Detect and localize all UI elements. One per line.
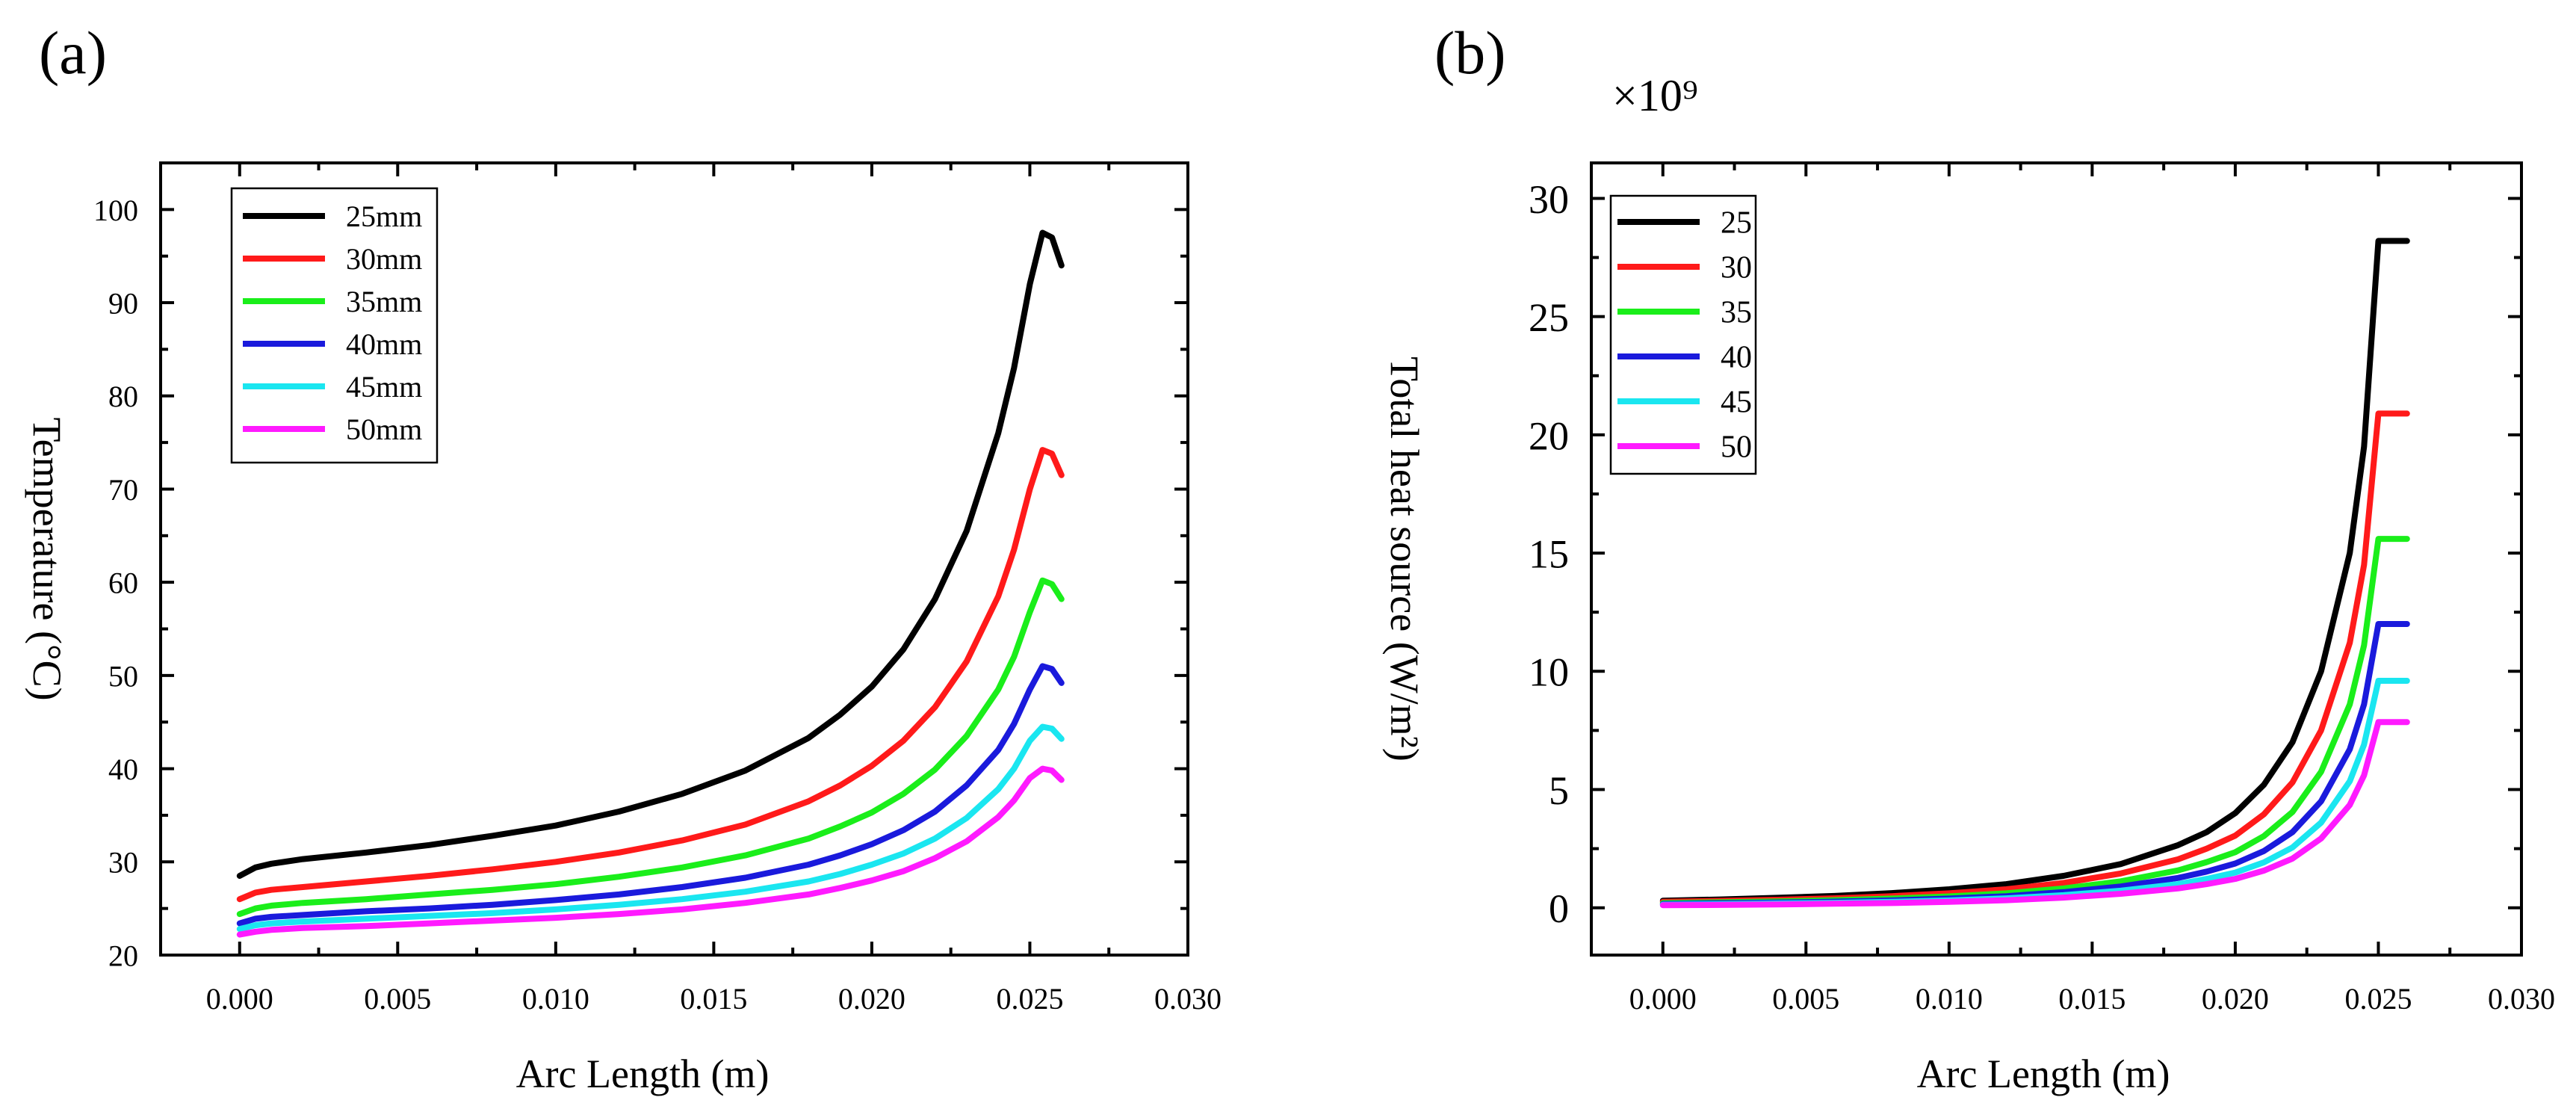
legend-label-50: 50 xyxy=(1721,430,1752,465)
series-line-30mm xyxy=(236,447,1065,903)
legend-label-40: 40 xyxy=(1721,341,1752,375)
y-tick-label: 70 xyxy=(108,473,138,507)
y-axis-label-b: Total heat source (W/m²) xyxy=(1382,356,1427,762)
legend-label-35: 35 xyxy=(1721,296,1752,330)
y-tick-label: 10 xyxy=(1529,650,1569,695)
plot-area-a: 0.000 0.005 0.010 0.015 0.020 0.025 0.030 20 30 4… xyxy=(93,161,1222,1016)
legend-label-30: 30 xyxy=(1721,251,1752,285)
chart-a: (a) 0.000 0.005 0.010 0.015 0.020 0.025 0.030 2… xyxy=(25,19,1222,1096)
series-group-b xyxy=(1659,238,2410,909)
y-tick-label: 60 xyxy=(108,566,138,600)
x-tick-label: 0.025 xyxy=(2344,982,2412,1016)
legend-label-30mm: 30mm xyxy=(346,242,422,276)
ticks-a: 0.000 0.005 0.010 0.015 0.020 0.025 0.030 20 30 4… xyxy=(93,163,1222,1016)
legend-label-45mm: 45mm xyxy=(346,370,422,404)
series-line-40mm xyxy=(236,663,1065,927)
panel-label-b: (b) xyxy=(1434,19,1506,87)
x-tick-label: 0.025 xyxy=(996,982,1063,1016)
y-tick-label: 30 xyxy=(1529,177,1569,222)
x-tick-label: 0.010 xyxy=(1916,982,1983,1016)
y-tick-label: 25 xyxy=(1529,295,1569,340)
plot-frame-b xyxy=(1590,161,2523,957)
series-line-25 xyxy=(1659,238,2410,904)
legend-label-40mm: 40mm xyxy=(346,327,422,361)
x-tick-label: 0.010 xyxy=(522,982,589,1016)
y-tick-label: 30 xyxy=(108,846,138,880)
x-tick-label: 0.020 xyxy=(838,982,905,1016)
y-tick-label: 5 xyxy=(1549,768,1569,813)
series-line-45 xyxy=(1659,678,2410,908)
legend-box-b xyxy=(1609,194,1757,475)
x-tick-label: 0.000 xyxy=(206,982,273,1016)
panel-label-a: (a) xyxy=(39,19,107,87)
legend-a: 25mm 30mm 35mm 40mm 45mm 50mm xyxy=(230,187,439,464)
x-tick-label: 0.015 xyxy=(680,982,747,1016)
y-tick-label: 90 xyxy=(108,286,138,320)
y-tick-label: 15 xyxy=(1529,532,1569,577)
y-tick-label: 20 xyxy=(1529,413,1569,458)
x-tick-label: 0.005 xyxy=(1772,982,1839,1016)
y-tick-label: 100 xyxy=(93,194,138,227)
legend-label-25: 25 xyxy=(1721,206,1752,241)
legend-label-50mm: 50mm xyxy=(346,413,422,446)
y-axis-label-a: Temperature (°C) xyxy=(25,417,69,700)
series-line-40 xyxy=(1659,621,2410,907)
x-axis-label-a: Arc Length (m) xyxy=(516,1051,770,1096)
x-tick-label: 0.005 xyxy=(364,982,431,1016)
plot-area-b: 0.000 0.005 0.010 0.015 0.020 0.025 0.030 0 5 10 1… xyxy=(1529,161,2555,1016)
legend-label-35mm: 35mm xyxy=(346,285,422,318)
ticks-b: 0.000 0.005 0.010 0.015 0.020 0.025 0.030 0 5 10 1… xyxy=(1529,163,2555,1016)
y-tick-label: 0 xyxy=(1549,886,1569,931)
x-tick-label: 0.020 xyxy=(2202,982,2269,1016)
chart-b: (b) ×10⁹ 0.000 0.005 0.010 0.015 0.020 0.025 0… xyxy=(1382,19,2555,1096)
y-tick-label: 50 xyxy=(108,659,138,693)
y-tick-label: 20 xyxy=(108,939,138,972)
y-tick-label: 80 xyxy=(108,380,138,413)
legend-items-a: 25mm 30mm 35mm 40mm 45mm 50mm xyxy=(243,200,422,446)
x-tick-label: 0.030 xyxy=(2488,982,2555,1016)
series-line-50mm xyxy=(236,765,1065,938)
series-line-35mm xyxy=(236,577,1065,918)
plot-frame-a xyxy=(159,161,1189,957)
series-line-50 xyxy=(1659,719,2410,909)
series-line-45mm xyxy=(236,723,1065,933)
legend-label-25mm: 25mm xyxy=(346,200,422,233)
x-tick-label: 0.015 xyxy=(2058,982,2125,1016)
series-line-25mm xyxy=(236,229,1065,879)
y-tick-label: 40 xyxy=(108,753,138,786)
legend-b: 25 30 35 40 45 50 xyxy=(1609,194,1757,475)
multiplier-label-b: ×10⁹ xyxy=(1612,71,1698,120)
legend-items-b: 25 30 35 40 45 50 xyxy=(1617,206,1752,465)
x-axis-label-b: Arc Length (m) xyxy=(1917,1051,2170,1096)
legend-label-45: 45 xyxy=(1721,386,1752,420)
x-tick-label: 0.000 xyxy=(1629,982,1697,1016)
series-group-a xyxy=(236,229,1065,938)
x-tick-label: 0.030 xyxy=(1154,982,1222,1016)
legend-box-a xyxy=(230,187,439,464)
